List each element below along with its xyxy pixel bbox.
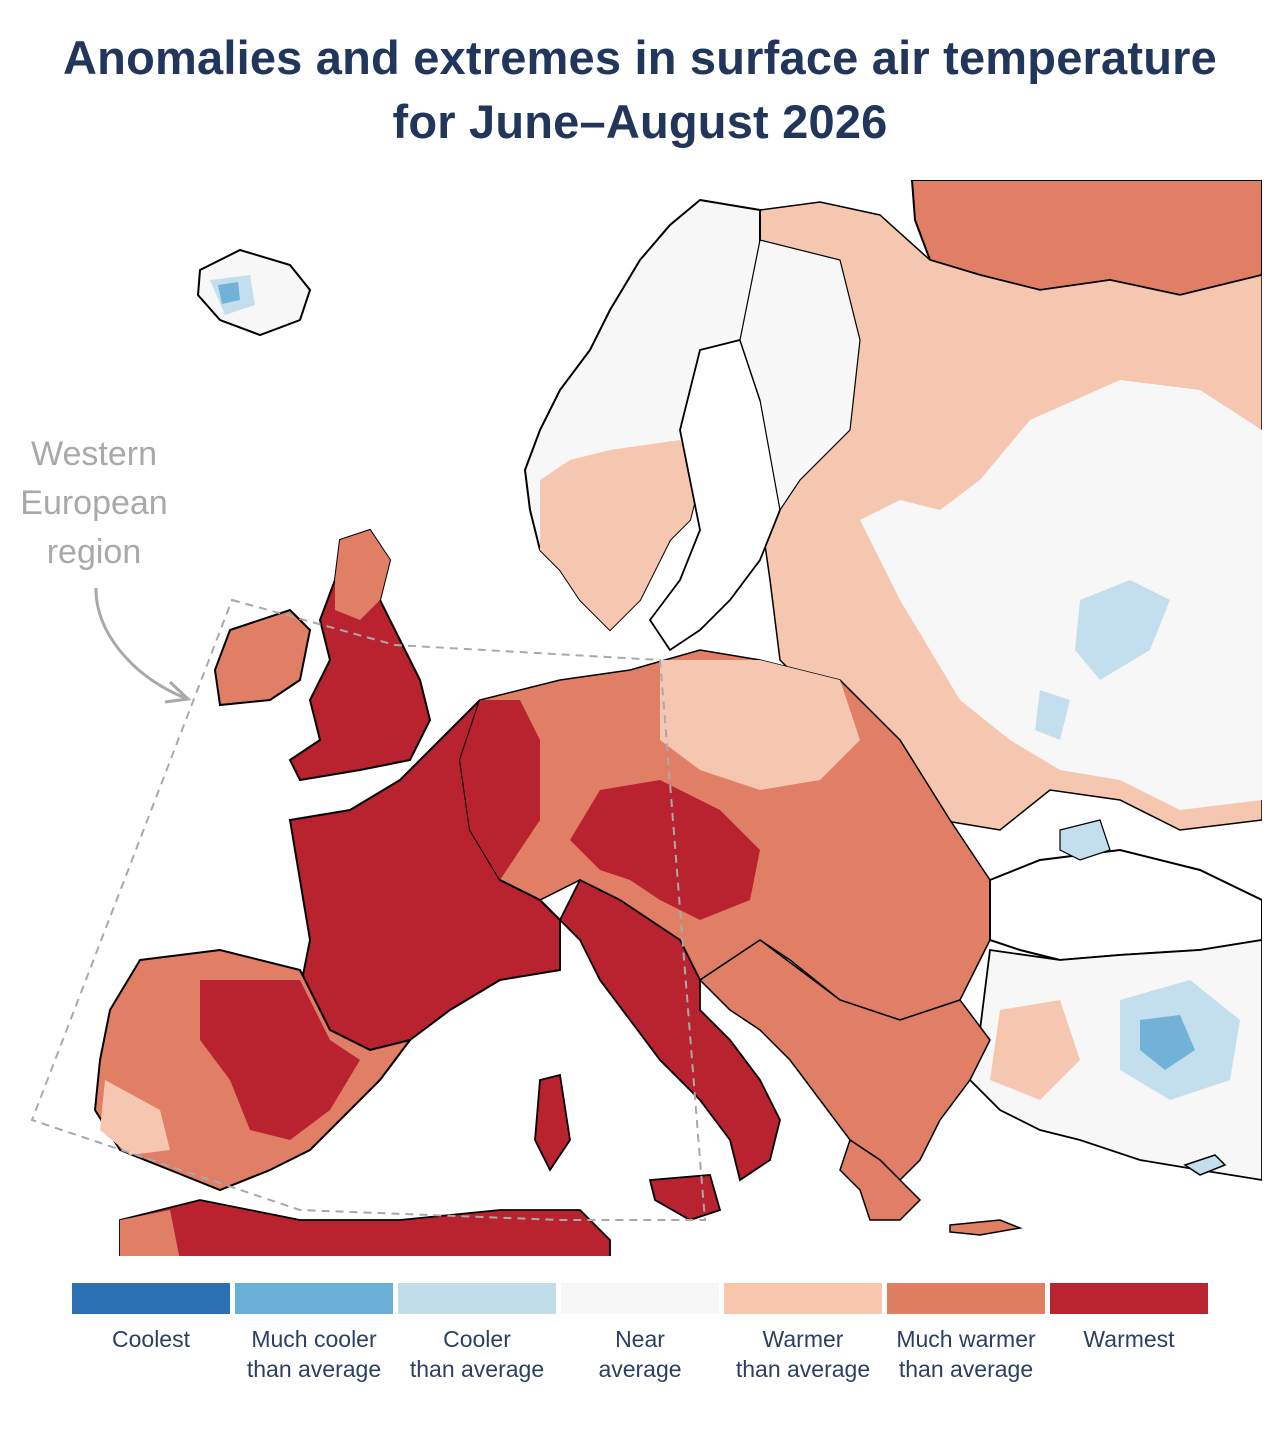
legend-item-cooler: Cooler than average: [398, 1283, 556, 1384]
region-label-line-1: Western: [31, 435, 157, 473]
legend-swatch: [1050, 1283, 1208, 1314]
land-benelux: [460, 700, 540, 880]
western-european-region-label: Western European region: [14, 430, 174, 577]
legend-label: Coolest: [72, 1324, 230, 1354]
legend-label: Much warmer than average: [887, 1324, 1045, 1384]
land-iberia-warmest: [200, 980, 360, 1140]
legend-item-much-cooler: Much cooler than average: [235, 1283, 393, 1384]
legend-label-line-2: than average: [898, 1356, 1034, 1382]
title-line-1: Anomalies and extremes in surface air te…: [63, 31, 1217, 84]
land-sicily: [648, 1174, 722, 1221]
land-balkans: [698, 939, 991, 1182]
land-south-sweden: [540, 440, 700, 630]
land-cool-patch-2: [1035, 690, 1070, 740]
legend-item-coolest: Coolest: [72, 1283, 230, 1354]
land-poland-warmer: [660, 660, 860, 790]
land-iceland: [196, 248, 312, 337]
legend-label-line-2: than average: [735, 1356, 871, 1382]
land-ireland: [213, 608, 312, 707]
legend-label-line-1: Near: [615, 1326, 665, 1352]
legend-swatch: [724, 1283, 882, 1314]
western-europe-region-box: [30, 598, 707, 1221]
land-north-africa-west: [120, 1210, 180, 1256]
land-cool-patch-1: [1075, 580, 1170, 680]
land-sardinia: [534, 1073, 571, 1172]
title-line-2: for June–August 2026: [392, 95, 888, 148]
map-legend: Coolest Much cooler than average Cooler than…: [72, 1283, 1212, 1393]
legend-swatch: [561, 1283, 719, 1314]
legend-item-warmest: Warmest: [1050, 1283, 1208, 1354]
legend-item-warmer: Warmer than average: [724, 1283, 882, 1384]
region-label-line-2: European: [20, 484, 168, 522]
land-cyprus: [1183, 1154, 1227, 1176]
legend-item-near: Near average: [561, 1283, 719, 1384]
legend-label: Much cooler than average: [235, 1324, 393, 1384]
land-italy: [558, 878, 781, 1182]
legend-label-line-1: Cooler: [443, 1326, 511, 1352]
land-north-africa: [119, 1199, 611, 1256]
land-finland: [739, 239, 861, 512]
legend-label-line-1: Much cooler: [251, 1326, 377, 1352]
black-sea: [989, 848, 1262, 962]
legend-label-line-1: Warmest: [1083, 1326, 1175, 1352]
map-land: [93, 180, 1262, 1256]
legend-label-line-2: average: [598, 1356, 682, 1382]
legend-label: Warmer than average: [724, 1324, 882, 1384]
land-central-warmest: [570, 780, 760, 920]
land-near-average-east: [860, 380, 1262, 810]
temperature-anomaly-map: [0, 180, 1280, 1260]
land-turkey-warm: [990, 1000, 1080, 1100]
land-turkey-much-cool: [1140, 1015, 1195, 1070]
legend-label-line-1: Warmer: [762, 1326, 844, 1352]
legend-swatch: [235, 1283, 393, 1314]
land-iberia-warmer: [100, 1080, 170, 1155]
legend-label: Cooler than average: [398, 1324, 556, 1384]
land-scotland: [335, 530, 390, 620]
land-iceland-much-cool: [218, 282, 240, 304]
legend-swatch: [398, 1283, 556, 1314]
land-crete: [949, 1219, 1023, 1236]
legend-label-line-1: Much warmer: [896, 1326, 1036, 1352]
region-label-line-3: region: [46, 533, 142, 571]
legend-swatch: [887, 1283, 1045, 1314]
map-svg: [30, 180, 1262, 1256]
region-label-arrow: [94, 587, 186, 700]
legend-item-much-warmer: Much warmer than average: [887, 1283, 1045, 1384]
land-crimea: [1059, 819, 1111, 861]
map-title: Anomalies and extremes in surface air te…: [0, 26, 1280, 154]
legend-label-line-2: than average: [246, 1356, 382, 1382]
region-label-arrowhead: [164, 680, 192, 704]
legend-label-line-2: than average: [409, 1356, 545, 1382]
land-great-britain: [288, 528, 432, 782]
legend-label: Warmest: [1050, 1324, 1208, 1354]
land-greece: [839, 1138, 922, 1221]
legend-swatch: [72, 1283, 230, 1314]
legend-label: Near average: [561, 1324, 719, 1384]
legend-label-line-1: Coolest: [112, 1326, 190, 1352]
